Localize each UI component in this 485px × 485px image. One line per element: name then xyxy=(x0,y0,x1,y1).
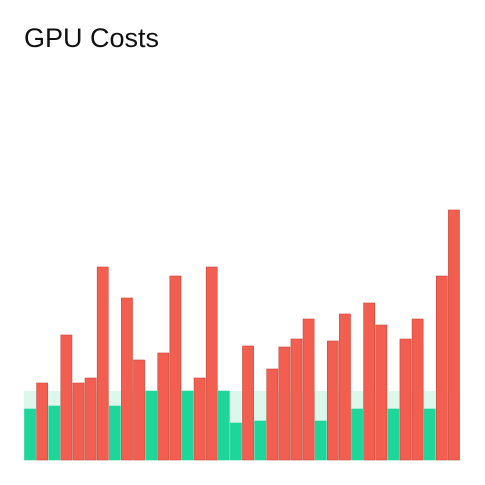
bar xyxy=(72,382,85,461)
bar xyxy=(157,352,170,461)
bar xyxy=(145,390,158,461)
bar xyxy=(230,422,242,461)
bar xyxy=(363,302,376,461)
bar xyxy=(217,390,230,461)
bar xyxy=(326,340,339,461)
bar xyxy=(314,420,327,461)
bar xyxy=(290,338,303,461)
bar xyxy=(48,405,61,461)
bar xyxy=(339,313,351,461)
bar xyxy=(423,408,436,461)
bar xyxy=(84,377,97,461)
bar xyxy=(351,408,363,461)
bar xyxy=(387,408,400,461)
bar xyxy=(36,382,49,461)
bar xyxy=(411,318,424,461)
bar xyxy=(108,405,121,461)
bar xyxy=(60,334,73,461)
bar xyxy=(133,359,145,461)
bar xyxy=(121,297,133,461)
chart-title: GPU Costs xyxy=(24,23,159,53)
bar xyxy=(278,346,291,461)
bar xyxy=(242,345,254,461)
bar xyxy=(169,275,182,461)
bar xyxy=(205,266,218,461)
bar xyxy=(181,390,194,461)
bar xyxy=(302,318,315,461)
bar xyxy=(193,377,206,461)
bar xyxy=(435,275,448,461)
bar xyxy=(254,420,267,461)
bar xyxy=(448,209,460,461)
bar xyxy=(96,266,109,461)
bar xyxy=(399,338,412,461)
bar xyxy=(266,368,279,461)
bar xyxy=(375,324,388,461)
bar xyxy=(24,408,36,461)
threshold-band xyxy=(24,391,460,460)
